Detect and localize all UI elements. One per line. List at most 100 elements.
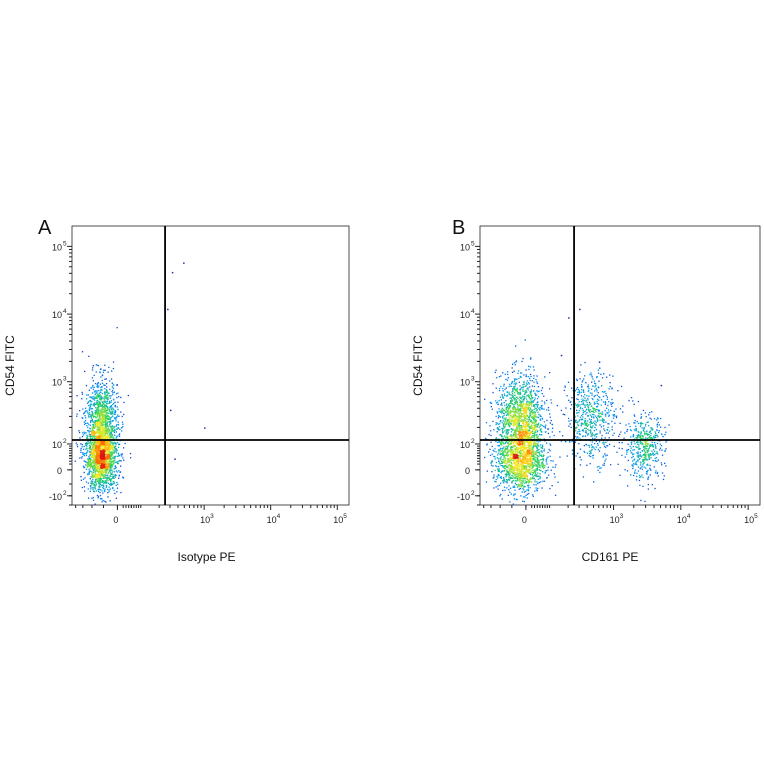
event-dot — [101, 484, 103, 486]
event-dot — [526, 380, 528, 382]
event-dot — [94, 390, 96, 393]
event-dot — [100, 414, 102, 417]
event-dot — [89, 440, 91, 442]
event-dot — [94, 447, 96, 449]
event-dot — [89, 465, 92, 468]
event-dot — [104, 451, 107, 453]
event-dot — [516, 498, 518, 501]
event-dot — [583, 404, 585, 406]
event-dot — [524, 490, 527, 492]
event-dot — [511, 381, 513, 383]
event-dot — [95, 432, 97, 435]
event-dot — [88, 423, 90, 426]
event-dot — [639, 454, 641, 456]
event-dot — [543, 425, 545, 428]
event-dot — [85, 410, 87, 412]
event-dot — [90, 403, 92, 405]
event-dot — [536, 431, 538, 433]
event-dot — [647, 434, 649, 436]
event-dot — [584, 361, 586, 364]
event-dot — [88, 473, 90, 475]
event-dot — [571, 387, 573, 389]
event-dot — [99, 383, 102, 385]
event-dot — [584, 422, 586, 424]
event-dot — [93, 490, 96, 493]
event-dot — [104, 410, 106, 412]
event-dot — [102, 436, 104, 439]
event-dot — [88, 416, 90, 418]
event-dot — [107, 425, 109, 427]
event-dot — [82, 434, 85, 436]
event-dot — [598, 465, 600, 468]
event-dot — [107, 418, 109, 420]
event-dot — [105, 422, 107, 424]
event-dot — [498, 389, 501, 392]
event-dot — [95, 438, 97, 440]
event-dot — [110, 408, 112, 410]
event-dot — [95, 483, 98, 485]
event-dot — [100, 389, 102, 391]
event-dot — [615, 416, 618, 419]
event-dot — [530, 393, 532, 395]
event-dot — [610, 464, 612, 466]
event-dot — [588, 446, 591, 448]
event-dot — [652, 446, 654, 448]
event-dot — [104, 384, 106, 386]
event-dot — [571, 453, 574, 455]
event-dot — [504, 437, 507, 439]
event-dot — [117, 483, 119, 486]
event-dot — [102, 436, 104, 438]
event-dot — [524, 392, 526, 394]
event-dot — [96, 450, 98, 453]
event-dot — [654, 431, 656, 433]
event-dot — [651, 411, 653, 413]
event-dot — [517, 406, 519, 408]
event-dot — [657, 475, 659, 477]
event-dot — [580, 422, 582, 425]
event-dot — [506, 469, 508, 471]
event-dot — [81, 398, 83, 400]
event-dot — [550, 399, 552, 401]
x-tick-label: 0 — [113, 515, 118, 525]
event-dot — [647, 469, 649, 472]
event-dot — [105, 470, 107, 473]
event-dot — [596, 408, 598, 411]
event-dot — [108, 477, 110, 479]
event-dot — [101, 445, 103, 447]
x-tick-exponent: 5 — [343, 513, 347, 520]
event-dot — [515, 484, 518, 486]
event-dot — [646, 432, 648, 434]
event-dot — [113, 413, 116, 415]
event-dot — [103, 466, 105, 468]
event-dot — [99, 444, 101, 446]
event-dot — [532, 456, 535, 458]
event-dot — [593, 403, 596, 405]
event-dot — [540, 389, 543, 392]
event-dot — [534, 434, 536, 436]
event-dot — [591, 410, 593, 412]
event-dot — [111, 471, 113, 473]
event-dot — [619, 474, 621, 476]
event-dot — [107, 464, 109, 466]
event-dot — [542, 463, 544, 465]
event-dot — [582, 413, 584, 415]
event-dot — [527, 490, 530, 492]
event-dot — [107, 441, 109, 443]
event-dot — [525, 389, 527, 392]
event-dot — [81, 393, 84, 395]
event-dot — [607, 409, 610, 411]
event-dot — [97, 428, 100, 430]
event-dot — [106, 402, 108, 405]
event-dot — [503, 443, 505, 445]
event-dot — [107, 415, 109, 417]
event-dot — [107, 477, 109, 479]
event-dot — [507, 377, 509, 379]
event-dot — [83, 460, 85, 462]
event-dot — [111, 448, 114, 450]
event-dot — [115, 470, 117, 472]
event-dot — [653, 466, 655, 468]
event-dot — [536, 468, 538, 470]
event-dot — [536, 401, 538, 404]
event-dot — [90, 408, 92, 410]
event-dot — [100, 398, 102, 400]
